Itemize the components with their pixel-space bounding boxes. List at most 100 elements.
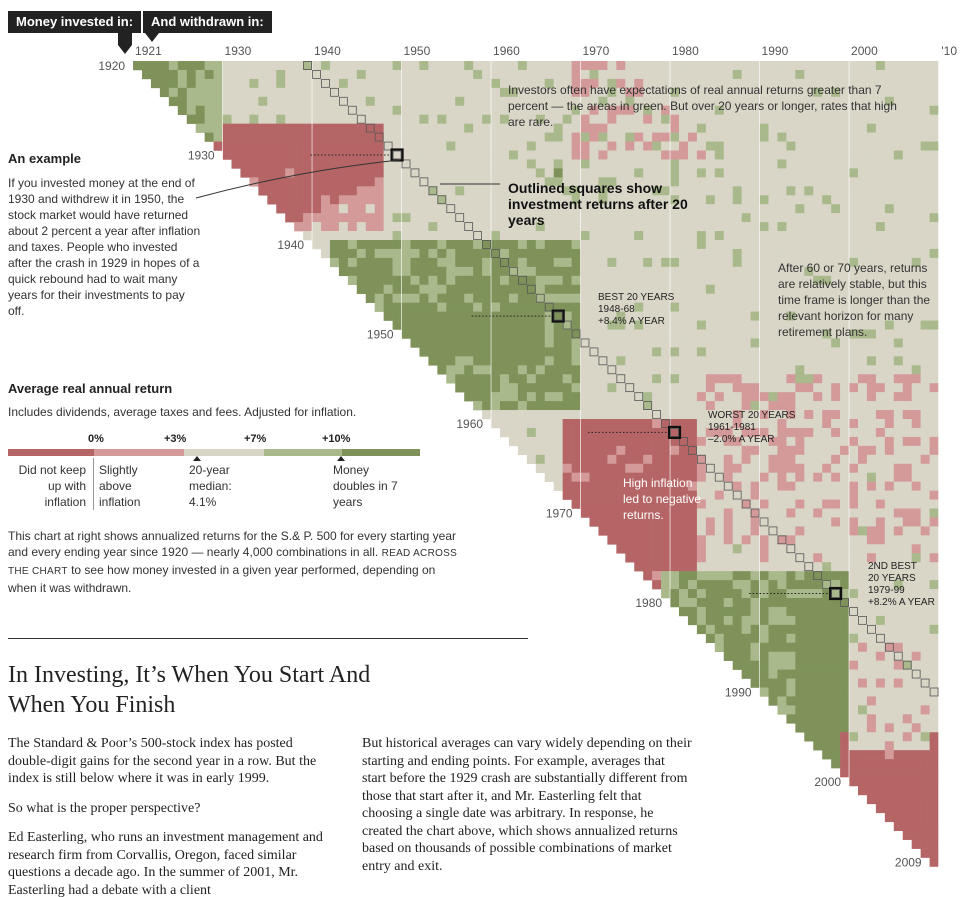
heatmap-cell (858, 168, 868, 178)
heatmap-cell (786, 687, 796, 697)
heatmap-cell (526, 302, 537, 312)
heatmap-cell (428, 231, 438, 241)
heatmap-cell (813, 248, 823, 259)
heatmap-cell (741, 553, 751, 563)
heatmap-cell (750, 624, 760, 635)
withdrawn-axis-label: And withdrawn in: (151, 14, 264, 29)
heatmap-cell (544, 132, 554, 142)
heatmap-cell (661, 195, 671, 205)
heatmap-cell (446, 231, 456, 241)
heatmap-cell (437, 213, 447, 223)
heatmap-cell (616, 132, 626, 142)
legend-swatch-green (264, 449, 342, 456)
heatmap-cell (893, 777, 904, 787)
outlined-20-year-cell (589, 347, 599, 357)
heatmap-cell (687, 544, 698, 554)
example-arrow (195, 159, 401, 199)
heatmap-cell (902, 759, 912, 769)
heatmap-cell (526, 123, 537, 133)
heatmap-cell (911, 114, 921, 124)
heatmap-cell (911, 615, 921, 626)
outlined-20-year-cell (544, 302, 554, 312)
heatmap-cell (491, 383, 501, 393)
heatmap-cell (679, 580, 689, 590)
heatmap-cell (553, 78, 563, 89)
heatmap-cell (723, 499, 733, 509)
heatmap-cell (831, 275, 841, 286)
heatmap-cell (455, 302, 465, 312)
heatmap-cell (544, 231, 554, 241)
heatmap-cell (804, 222, 814, 232)
heatmap-cell (902, 696, 912, 706)
heatmap-cell (911, 150, 921, 160)
outlined-20-year-cell (607, 365, 617, 375)
heatmap-cell (464, 141, 474, 151)
heatmap-cell (562, 231, 572, 241)
heatmap-cell (679, 374, 689, 384)
heatmap-cell (875, 660, 886, 670)
heatmap-cell (696, 374, 707, 384)
heatmap-cell (616, 231, 626, 241)
heatmap-cell (679, 311, 689, 321)
heatmap-cell (652, 436, 662, 447)
heatmap-cell (831, 678, 841, 688)
heatmap-cell (607, 392, 617, 402)
heatmap-cell (687, 508, 698, 518)
heatmap-cell (553, 275, 563, 286)
heatmap-cell (670, 365, 680, 375)
heatmap-cell (768, 186, 778, 196)
heatmap-cell (732, 463, 742, 473)
heatmap-cell (875, 598, 886, 608)
heatmap-cell (464, 356, 474, 366)
heatmap-cell (679, 517, 689, 527)
heatmap-cell (795, 624, 805, 635)
heatmap-cell (517, 329, 528, 339)
heatmap-cell (875, 580, 886, 590)
heatmap-cell (849, 69, 859, 80)
heatmap-cell (750, 544, 760, 554)
heatmap-cell (884, 544, 895, 554)
heatmap-cell (911, 275, 921, 286)
heatmap-cell (571, 356, 581, 366)
heatmap-cell (750, 240, 760, 250)
heatmap-cell (634, 508, 644, 518)
heatmap-cell (517, 123, 528, 133)
heatmap-cell (535, 61, 546, 71)
heatmap-cell (374, 302, 384, 312)
heatmap-cell (750, 114, 760, 124)
heatmap-cell (652, 69, 662, 80)
heatmap-cell (374, 248, 384, 259)
outlined-20-year-cell (849, 607, 858, 616)
heatmap-cell (652, 231, 662, 241)
heatmap-cell (670, 266, 680, 277)
heatmap-cell (455, 177, 465, 187)
heatmap-cell (428, 266, 438, 277)
y-tick-label: 1960 (456, 417, 483, 431)
heatmap-cell (893, 195, 904, 205)
highlight-square (667, 425, 682, 440)
heatmap-cell (858, 562, 868, 572)
heatmap-cell (741, 454, 751, 465)
heatmap-cell (625, 463, 635, 473)
heatmap-cell (777, 445, 787, 456)
heatmap-cell (491, 177, 501, 187)
heatmap-cell (804, 132, 814, 142)
heatmap-cell (893, 544, 904, 554)
heatmap-cell (276, 123, 286, 133)
heatmap-cell (840, 427, 850, 438)
heatmap-cell (875, 535, 886, 545)
heatmap-cell (670, 544, 680, 554)
heatmap-cell (643, 266, 653, 277)
heatmap-cell (849, 320, 859, 330)
outlined-20-year-cell (759, 517, 769, 527)
heatmap-cell (893, 606, 904, 617)
heatmap-cell (687, 445, 698, 456)
heatmap-cell (759, 302, 769, 312)
heatmap-cell (517, 436, 528, 447)
heatmap-cell (786, 427, 796, 438)
heatmap-cell (508, 401, 519, 411)
heatmap-cell (240, 96, 250, 107)
heatmap-cell (500, 257, 510, 268)
heatmap-cell (795, 589, 805, 599)
heatmap-cell (920, 356, 930, 366)
